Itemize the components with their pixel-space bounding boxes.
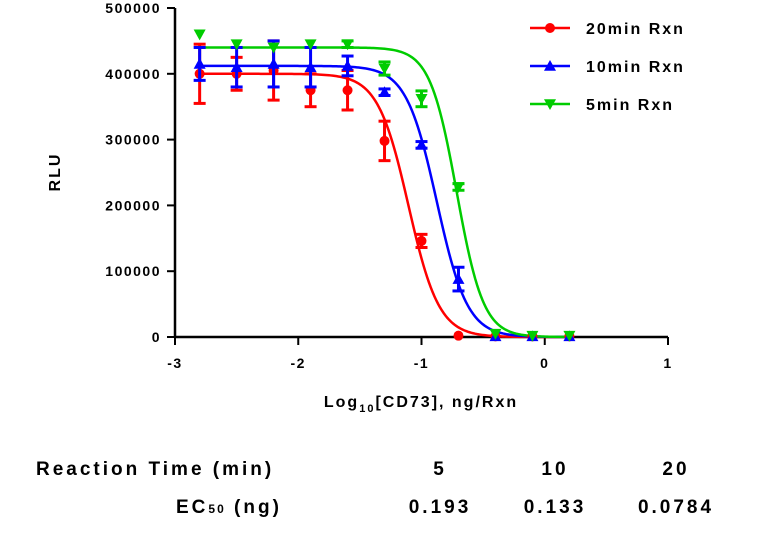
ec50-cell-1: 0.193 bbox=[408, 497, 472, 518]
x-tick-label: -1 bbox=[414, 355, 429, 371]
legend-label: 20min Rxn bbox=[586, 21, 685, 38]
time-cell-3: 20 bbox=[662, 459, 690, 480]
data-point bbox=[379, 135, 390, 146]
axes bbox=[173, 8, 668, 339]
x-axis-title-prefix: Log bbox=[324, 394, 359, 411]
legend-label: 5min Rxn bbox=[586, 97, 674, 114]
table-row-reaction-time: Reaction Time (min) 5 10 20 bbox=[0, 459, 777, 489]
time-cell-1: 5 bbox=[433, 459, 447, 480]
x-tick-label: -3 bbox=[167, 355, 182, 371]
x-axis-title: Log10[CD73], ng/Rxn bbox=[324, 394, 518, 415]
ec50-label-main: EC bbox=[176, 497, 209, 518]
reaction-time-label: Reaction Time (min) bbox=[36, 459, 275, 480]
data-point bbox=[230, 39, 243, 51]
y-tick-label: 0 bbox=[152, 329, 161, 345]
data-point bbox=[341, 39, 354, 51]
data-point bbox=[452, 182, 465, 193]
data-point bbox=[563, 330, 576, 342]
table-row-ec50: EC50 (ng) 0.193 0.133 0.0784 bbox=[0, 497, 777, 527]
x-axis-title-suffix: [CD73], ng/Rxn bbox=[375, 394, 518, 411]
data-point bbox=[378, 63, 391, 75]
y-tick-label: 200000 bbox=[105, 197, 161, 213]
data-points bbox=[193, 29, 576, 342]
data-point bbox=[342, 85, 353, 96]
data-point bbox=[452, 273, 465, 284]
ec50-label: EC50 (ng) bbox=[176, 497, 282, 519]
data-point bbox=[526, 330, 539, 342]
y-tick-label: 100000 bbox=[105, 263, 161, 279]
dose-response-chart: -3 -2 -1 0 10100000200000300000400000500000 … bbox=[47, 0, 685, 415]
x-axis-title-subscript: 10 bbox=[359, 403, 375, 415]
x-tick-label: 1 bbox=[663, 355, 672, 371]
fit-curve-1 bbox=[199, 72, 570, 339]
data-point bbox=[378, 86, 391, 98]
y-tick-label: 400000 bbox=[105, 66, 161, 82]
y-axis-title: RLU bbox=[47, 153, 64, 192]
fit-curve-2 bbox=[199, 64, 570, 339]
data-point bbox=[304, 39, 317, 51]
legend-label: 10min Rxn bbox=[586, 59, 685, 76]
data-point bbox=[341, 59, 354, 71]
data-point bbox=[267, 42, 280, 54]
ec50-label-subscript: 50 bbox=[208, 502, 226, 516]
data-point bbox=[193, 57, 206, 69]
data-point bbox=[415, 94, 428, 105]
y-tick-label: 300000 bbox=[105, 132, 161, 148]
data-point bbox=[230, 61, 243, 73]
axis-ticks: -3 -2 -1 0 1 0 100000 200000 300000 400000 500000 bbox=[105, 0, 672, 371]
x-tick-label: 0 bbox=[540, 355, 549, 371]
data-point bbox=[489, 328, 502, 340]
legend-marker bbox=[545, 23, 555, 33]
data-point bbox=[193, 29, 206, 41]
x-tick-label: -2 bbox=[291, 355, 306, 371]
data-point bbox=[416, 235, 427, 246]
data-point bbox=[453, 330, 464, 341]
data-point bbox=[267, 57, 280, 69]
fit-curve-3 bbox=[199, 46, 570, 339]
ec50-label-unit: (ng) bbox=[225, 497, 282, 518]
legend-marker bbox=[544, 99, 556, 110]
time-cell-2: 10 bbox=[541, 459, 569, 480]
ec50-cell-3: 0.0784 bbox=[637, 497, 715, 518]
y-tick-label: 500000 bbox=[105, 0, 161, 16]
legend-marker bbox=[544, 60, 556, 71]
legend: 20min Rxn 10min Rxn 5min Rxn bbox=[530, 21, 685, 114]
data-point bbox=[304, 61, 317, 73]
ec50-cell-2: 0.133 bbox=[523, 497, 587, 518]
data-point bbox=[415, 138, 428, 150]
